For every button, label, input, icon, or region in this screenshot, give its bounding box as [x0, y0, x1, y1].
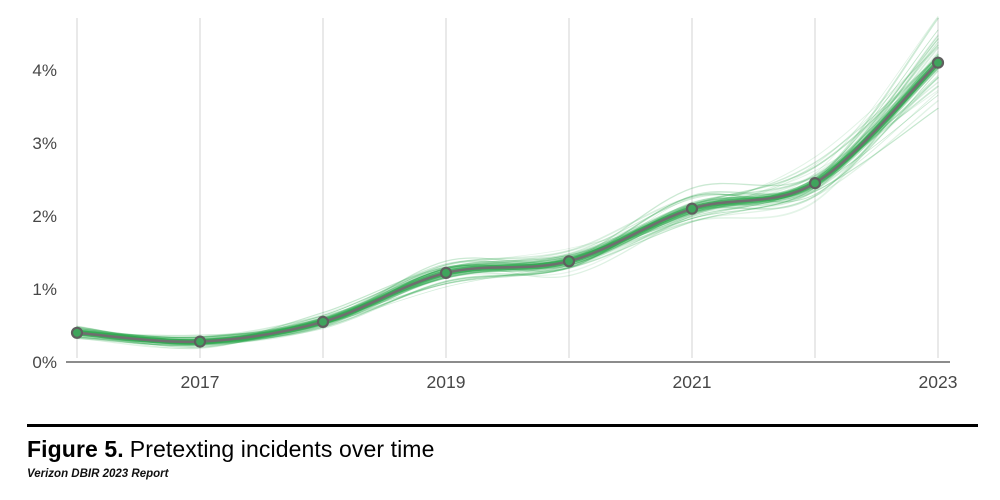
figure-caption: Figure 5. Pretexting incidents over time — [27, 436, 434, 463]
data-point — [70, 326, 84, 339]
data-point — [931, 56, 945, 69]
data-point — [193, 335, 207, 348]
spaghetti-line — [76, 75, 939, 340]
x-tick-label: 2023 — [919, 372, 958, 392]
y-tick-label: 1% — [32, 280, 57, 299]
spaghetti-line — [76, 107, 939, 348]
spaghetti-line — [76, 47, 939, 344]
y-tick-label: 0% — [32, 353, 57, 372]
spaghetti-line — [76, 44, 939, 350]
trend-line — [75, 61, 940, 344]
spaghetti-line — [76, 76, 939, 345]
data-point — [562, 255, 576, 268]
spaghetti-line — [76, 77, 939, 339]
spaghetti-line — [76, 68, 939, 348]
pretexting-line-chart: 0% 1% 2% 3% 4% 2017 2019 2021 2023 — [32, 15, 958, 392]
y-tick-label: 2% — [32, 207, 57, 226]
caption-divider — [27, 424, 978, 427]
data-point — [439, 266, 453, 279]
y-tick-label: 4% — [32, 61, 57, 80]
spaghetti-line — [76, 90, 939, 339]
source-note: Verizon DBIR 2023 Report — [27, 468, 169, 480]
spaghetti-line — [76, 85, 939, 344]
spaghetti-line — [76, 58, 939, 338]
data-point — [685, 202, 699, 215]
spaghetti-line — [76, 100, 939, 349]
spaghetti-line — [76, 94, 939, 341]
spaghetti-line — [76, 91, 939, 344]
data-point — [808, 177, 822, 190]
y-tick-label: 3% — [32, 134, 57, 153]
figure-title: Pretexting incidents over time — [129, 436, 435, 462]
spaghetti-line — [76, 81, 939, 346]
spaghetti-line — [76, 61, 939, 342]
spaghetti-line — [76, 51, 939, 341]
x-tick-label: 2017 — [181, 372, 220, 392]
band-core-glow — [72, 58, 943, 347]
x-tick-label: 2021 — [673, 372, 712, 392]
figure-label: Figure 5. — [27, 436, 124, 462]
x-tick-label: 2019 — [427, 372, 466, 392]
spaghetti-line — [76, 63, 939, 344]
spaghetti-line — [76, 54, 939, 337]
spaghetti-line — [76, 59, 939, 346]
data-point — [316, 315, 330, 328]
band-core — [74, 59, 941, 345]
